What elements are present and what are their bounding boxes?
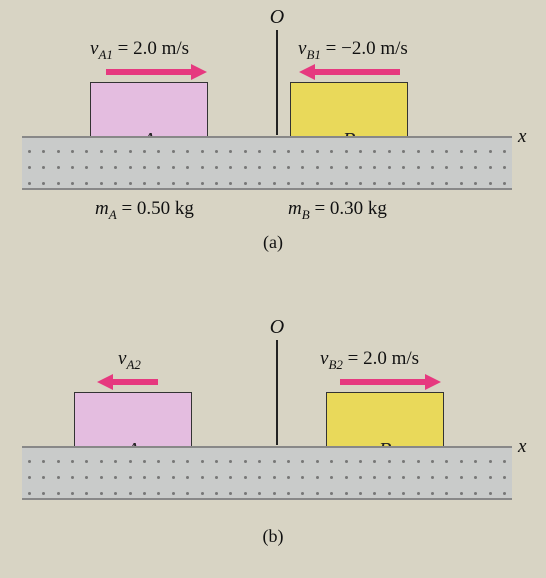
vel-eq: = −2.0 m/s <box>321 38 408 59</box>
x-axis-label: x <box>518 436 526 458</box>
panel-a: O vA1 = 2.0 m/s vB1 = −2.0 m/s A B x mA … <box>0 0 546 280</box>
velocity-label-b2: vB2 = 2.0 m/s <box>320 348 419 373</box>
mass-sym: m <box>288 198 302 219</box>
mass-sub: A <box>109 207 117 222</box>
track-dots <box>22 458 512 464</box>
mass-sym: m <box>95 198 109 219</box>
axis-origin-label: O <box>270 6 284 29</box>
panel-b-caption: (b) <box>0 526 546 547</box>
panel-a-caption: (a) <box>0 232 546 253</box>
vel-sub: A2 <box>126 357 140 372</box>
x-axis-label: x <box>518 126 526 148</box>
axis-origin-label: O <box>270 316 284 339</box>
axis-origin-line <box>276 30 278 135</box>
velocity-arrow-a1 <box>106 66 206 78</box>
vel-eq: = 2.0 m/s <box>113 38 189 59</box>
velocity-arrow-b2 <box>340 376 440 388</box>
axis-origin-line <box>276 340 278 445</box>
mass-eq: = 0.30 kg <box>310 198 387 219</box>
velocity-arrow-a2 <box>98 376 158 388</box>
mass-label-b: mB = 0.30 kg <box>288 198 387 223</box>
air-track <box>22 136 512 190</box>
mass-eq: = 0.50 kg <box>117 198 194 219</box>
mass-label-a: mA = 0.50 kg <box>95 198 194 223</box>
velocity-label-b1: vB1 = −2.0 m/s <box>298 38 408 63</box>
mass-sub: B <box>302 207 310 222</box>
air-track <box>22 446 512 500</box>
track-dots <box>22 164 512 170</box>
velocity-label-a1: vA1 = 2.0 m/s <box>90 38 189 63</box>
vel-sub: A1 <box>98 47 112 62</box>
panel-b: O vA2 vB2 = 2.0 m/s A B x (b) <box>0 310 546 570</box>
track-dots <box>22 148 512 154</box>
velocity-label-a2: vA2 <box>118 348 141 373</box>
track-dots <box>22 490 512 496</box>
velocity-arrow-b1 <box>300 66 400 78</box>
vel-sub: B2 <box>328 357 342 372</box>
track-dots <box>22 474 512 480</box>
track-dots <box>22 180 512 186</box>
vel-sub: B1 <box>306 47 320 62</box>
vel-eq: = 2.0 m/s <box>343 348 419 369</box>
